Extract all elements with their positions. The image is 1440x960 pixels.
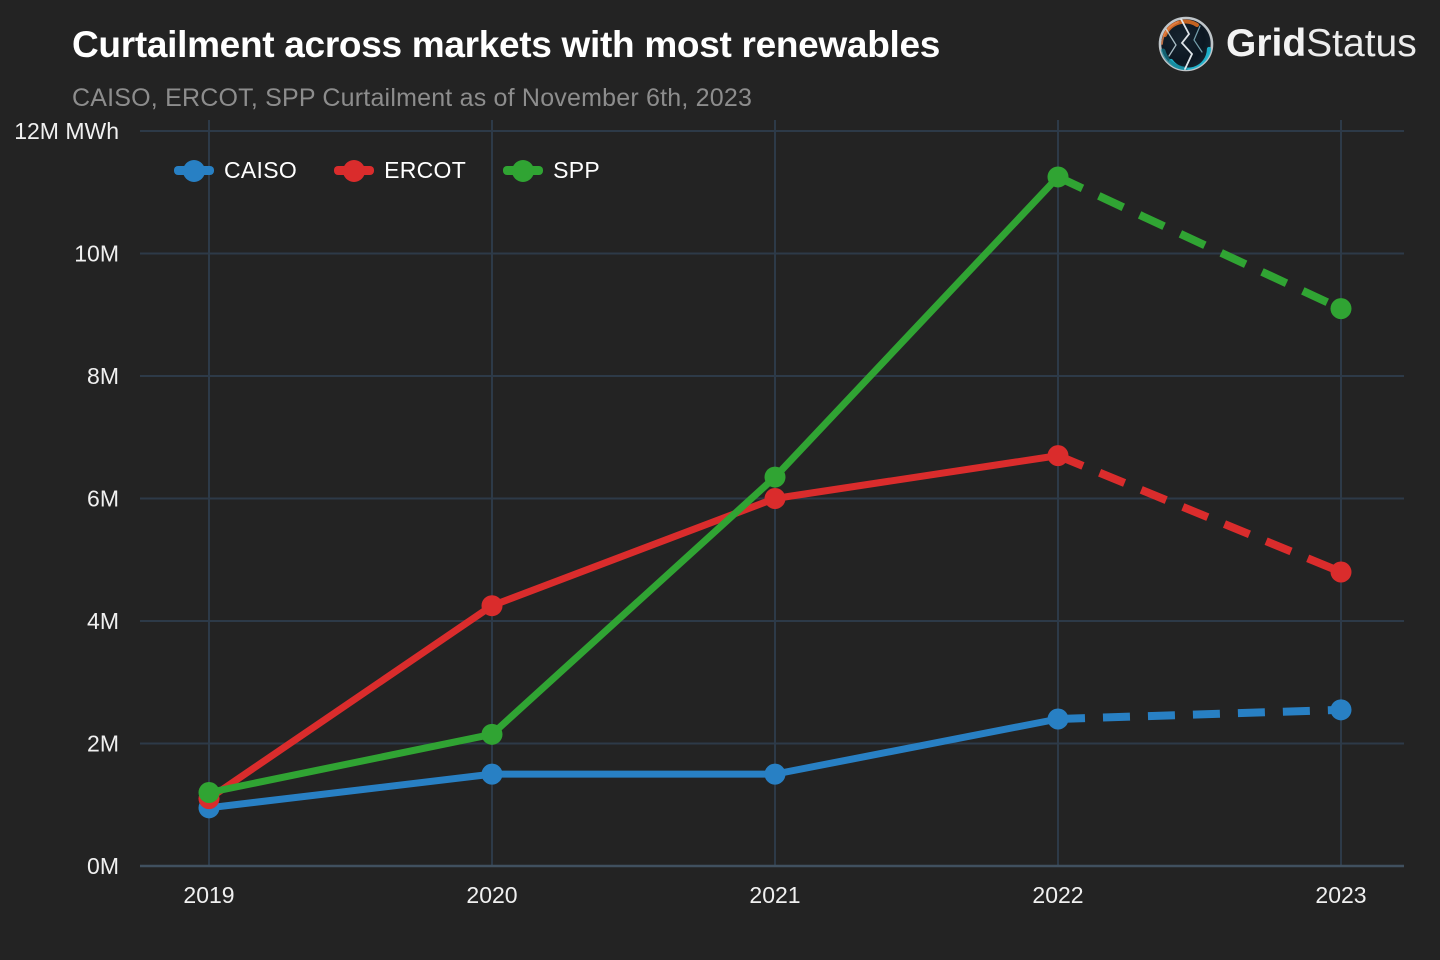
data-point-caiso xyxy=(764,763,786,785)
data-point-spp xyxy=(481,723,503,745)
data-point-ercot xyxy=(1330,561,1352,583)
data-point-spp xyxy=(198,782,220,803)
chart-title: Curtailment across markets with most ren… xyxy=(72,24,941,65)
brand-grid: Grid xyxy=(1226,22,1307,65)
brand-status: Status xyxy=(1306,22,1417,65)
legend-item-caiso: CAISO xyxy=(174,157,297,184)
series-line-dashed-spp xyxy=(1056,173,1343,313)
x-axis-tick-label: 2019 xyxy=(183,882,234,908)
data-point-caiso xyxy=(1330,699,1352,721)
series-line-dashed-ercot xyxy=(1056,451,1343,576)
data-point-spp xyxy=(1047,166,1069,188)
x-axis-tick-label: 2021 xyxy=(749,882,800,908)
legend-label: ERCOT xyxy=(384,157,467,183)
series-line-solid-caiso xyxy=(205,715,1062,812)
series-line-solid-spp xyxy=(205,173,1062,796)
legend-marker-spp-icon xyxy=(503,159,544,182)
data-point-ercot xyxy=(1047,445,1069,467)
data-point-spp xyxy=(1330,298,1352,320)
x-axis-tick-label: 2023 xyxy=(1315,882,1366,908)
gridstatus-globe-icon xyxy=(1158,16,1214,72)
y-axis-tick-label: 6M xyxy=(87,486,119,512)
legend-marker-ercot-icon xyxy=(334,159,375,182)
data-point-ercot xyxy=(481,595,503,617)
data-point-spp xyxy=(764,466,786,488)
series-line-solid-ercot xyxy=(205,452,1062,803)
data-point-caiso xyxy=(481,763,503,785)
y-axis-tick-label: 12M MWh xyxy=(14,118,119,144)
chart-subtitle: CAISO, ERCOT, SPP Curtailment as of Nove… xyxy=(72,84,753,112)
y-axis-tick-label: 2M xyxy=(87,731,119,757)
legend-marker-dot-icon xyxy=(343,159,366,182)
series-line-dashed-caiso xyxy=(1057,705,1342,723)
legend-label: SPP xyxy=(553,157,601,183)
y-axis-tick-label: 4M xyxy=(87,608,119,634)
brand-name: GridStatus xyxy=(1226,22,1417,66)
x-axis-tick-label: 2022 xyxy=(1032,882,1083,908)
chart-legend: CAISO ERCOT SPP xyxy=(174,157,600,184)
legend-item-spp: SPP xyxy=(503,157,600,184)
legend-marker-dot-icon xyxy=(512,159,535,182)
legend-label: CAISO xyxy=(224,157,298,183)
data-point-ercot xyxy=(764,488,786,509)
legend-marker-dot-icon xyxy=(183,159,205,182)
data-point-caiso xyxy=(1047,708,1069,730)
x-axis-tick-label: 2020 xyxy=(466,882,517,908)
legend-item-ercot: ERCOT xyxy=(334,157,466,184)
gridstatus-logo: GridStatus xyxy=(1156,14,1417,74)
y-axis-tick-label: 10M xyxy=(74,241,119,267)
legend-marker-caiso-icon xyxy=(174,159,214,182)
y-axis-tick-label: 8M xyxy=(87,363,119,389)
y-axis-tick-label: 0M xyxy=(87,853,119,879)
